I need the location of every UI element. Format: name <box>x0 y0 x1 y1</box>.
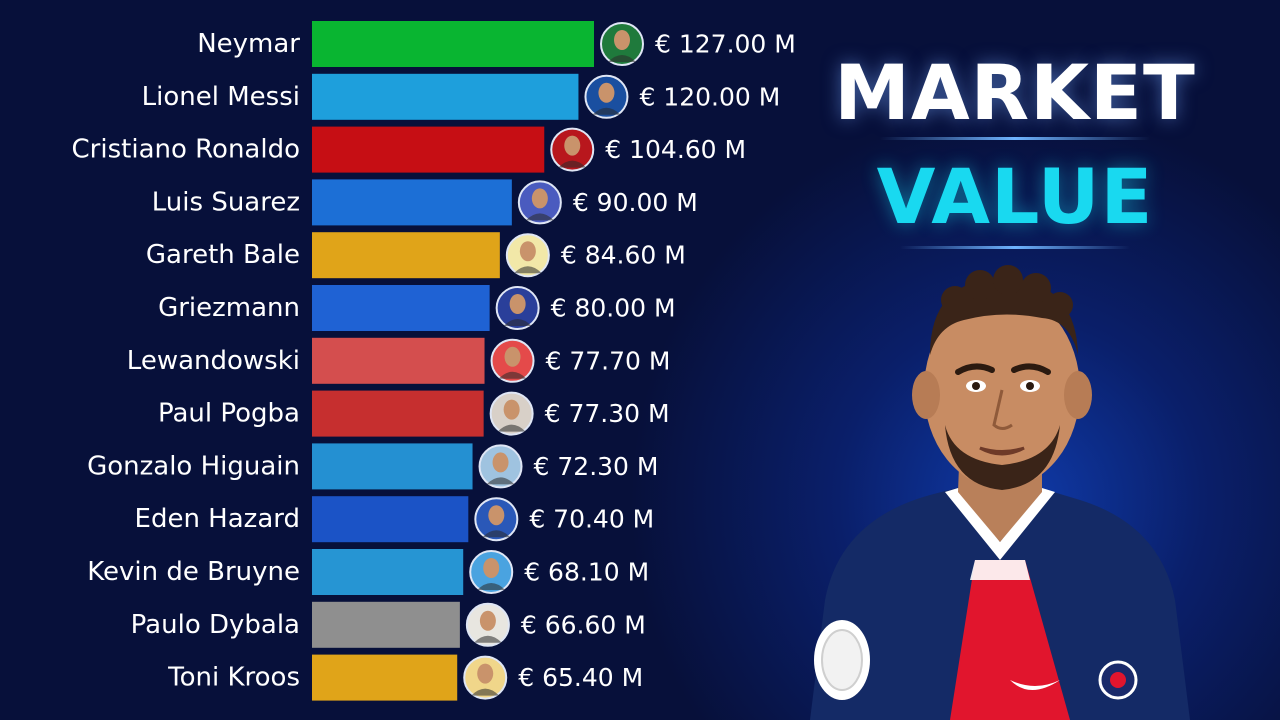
data-label: € 68.10 M <box>524 558 649 587</box>
bar-label: Griezmann <box>158 293 300 323</box>
data-label: € 77.70 M <box>546 346 671 375</box>
title-block: MARKET VALUE <box>820 55 1210 235</box>
avatar-body-icon <box>525 213 554 221</box>
bar <box>312 443 473 490</box>
bar <box>312 179 512 226</box>
bar <box>312 232 500 279</box>
avatar-face-icon <box>488 505 505 526</box>
data-label: € 66.60 M <box>521 610 646 639</box>
data-label: € 70.40 M <box>529 505 654 534</box>
avatar-face-icon <box>492 452 509 473</box>
bar-label: Neymar <box>197 29 300 59</box>
avatar-body-icon <box>486 477 515 485</box>
avatar-body-icon <box>608 55 636 62</box>
bar <box>312 549 464 595</box>
avatar-face-icon <box>504 346 521 367</box>
bar-label: Gonzalo Higuain <box>87 451 300 481</box>
data-label: € 120.00 M <box>639 82 780 111</box>
bar <box>312 285 490 331</box>
avatar-body-icon <box>482 530 511 538</box>
bar-label: Luis Suarez <box>152 187 300 217</box>
avatar-body-icon <box>477 583 506 590</box>
bar-label: Kevin de Bruyne <box>87 557 300 587</box>
data-label: € 80.00 M <box>551 294 676 323</box>
avatar-face-icon <box>531 188 548 209</box>
bar-chart: Neymar € 127.00 M Lionel Messi € 120.00 M Cr… <box>72 21 796 701</box>
data-label: € 127.00 M <box>655 30 796 59</box>
title-market: MARKET <box>834 48 1196 137</box>
avatar-face-icon <box>509 294 526 314</box>
data-label: € 72.30 M <box>534 452 659 481</box>
title-value: VALUE <box>876 152 1154 241</box>
bar <box>312 601 460 648</box>
avatar-body-icon <box>473 635 502 643</box>
data-label: € 104.60 M <box>605 135 746 164</box>
avatar-body-icon <box>592 107 621 115</box>
avatar-face-icon <box>503 399 520 420</box>
avatar-body-icon <box>471 688 500 696</box>
bar-label: Eden Hazard <box>135 504 300 534</box>
avatar-face-icon <box>598 82 615 103</box>
bar-label: Cristiano Ronaldo <box>72 135 300 165</box>
bar <box>312 390 484 437</box>
avatar-face-icon <box>564 135 581 156</box>
data-label: € 90.00 M <box>573 188 698 217</box>
bar-label: Paul Pogba <box>158 399 300 429</box>
bar <box>312 654 458 701</box>
bar <box>312 337 485 384</box>
avatar-body-icon <box>498 371 527 379</box>
bar-label: Gareth Bale <box>146 240 300 270</box>
bar <box>312 73 579 120</box>
data-label: € 84.60 M <box>561 241 686 270</box>
player-illustration <box>810 265 1190 720</box>
avatar-body-icon <box>503 319 532 326</box>
bar <box>312 496 469 543</box>
bar-label: Toni Kroos <box>167 663 300 693</box>
avatar-face-icon <box>614 30 630 50</box>
avatar-face-icon <box>479 610 496 631</box>
bar <box>312 21 594 67</box>
avatar-body-icon <box>558 160 587 168</box>
data-label: € 65.40 M <box>518 663 643 692</box>
avatar-face-icon <box>483 558 500 578</box>
avatar-body-icon <box>497 424 526 432</box>
bar-label: Paulo Dybala <box>131 610 300 640</box>
bar-label: Lionel Messi <box>142 82 300 112</box>
bar-label: Lewandowski <box>127 346 300 376</box>
data-label: € 77.30 M <box>545 399 670 428</box>
avatar-face-icon <box>477 663 494 684</box>
title-glow-line <box>880 137 1150 140</box>
title-glow-line <box>900 246 1130 249</box>
avatar-face-icon <box>519 241 536 262</box>
avatar-body-icon <box>513 266 542 274</box>
bar <box>312 126 545 173</box>
